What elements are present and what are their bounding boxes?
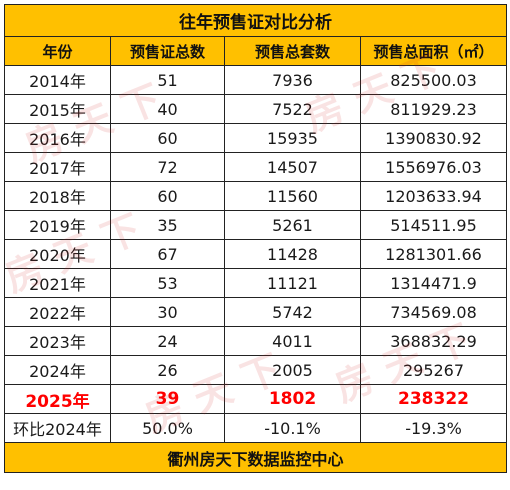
- table-row: 2023年 24 4011 368832.29: [4, 326, 507, 356]
- cell-certificate-count: 40: [110, 94, 225, 124]
- cell-year: 2021年: [4, 268, 111, 298]
- column-header-certificate-count: 预售证总数: [110, 36, 225, 66]
- cell-area: 811929.23: [360, 94, 507, 124]
- cell-unit-count: 4011: [224, 326, 361, 356]
- current-year-row: 2025年 39 1802 238322: [4, 384, 507, 414]
- cell-area-change: -19.3%: [360, 413, 507, 443]
- cell-certificate-count: 51: [110, 65, 225, 95]
- cell-unit-count: 1802: [224, 384, 361, 414]
- table-row: 2014年 51 7936 825500.03: [4, 65, 507, 95]
- table-title: 往年预售证对比分析: [4, 4, 507, 37]
- cell-area: 295267: [360, 355, 507, 385]
- cell-unit-count: 11121: [224, 268, 361, 298]
- table-row: 2024年 26 2005 295267: [4, 355, 507, 385]
- column-header-year: 年份: [4, 36, 111, 66]
- cell-certificate-count: 53: [110, 268, 225, 298]
- cell-area: 1281301.66: [360, 239, 507, 269]
- cell-year: 2014年: [4, 65, 111, 95]
- cell-year: 2025年: [4, 384, 111, 414]
- cell-area: 1314471.9: [360, 268, 507, 298]
- cell-certificate-count: 39: [110, 384, 225, 414]
- cell-year: 2022年: [4, 297, 111, 327]
- table-row: 2019年 35 5261 514511.95: [4, 210, 507, 240]
- cell-unit-count: 15935: [224, 123, 361, 153]
- cell-unit-count: 11428: [224, 239, 361, 269]
- header-row: 年份 预售证总数 预售总套数 预售总面积（㎡）: [4, 36, 507, 66]
- table-row: 2022年 30 5742 734569.08: [4, 297, 507, 327]
- cell-unit-change: -10.1%: [224, 413, 361, 443]
- footer-row: 衢州房天下数据监控中心: [4, 442, 507, 473]
- cell-unit-count: 5742: [224, 297, 361, 327]
- cell-unit-count: 2005: [224, 355, 361, 385]
- table-row: 2021年 53 11121 1314471.9: [4, 268, 507, 298]
- cell-certificate-count: 30: [110, 297, 225, 327]
- presale-comparison-table: 往年预售证对比分析 年份 预售证总数 预售总套数 预售总面积（㎡） 2014年 …: [4, 4, 507, 473]
- table-row: 2016年 60 15935 1390830.92: [4, 123, 507, 153]
- cell-compare-label: 环比2024年: [4, 413, 111, 443]
- column-header-area: 预售总面积（㎡）: [360, 36, 507, 66]
- cell-unit-count: 7936: [224, 65, 361, 95]
- table-row: 2015年 40 7522 811929.23: [4, 94, 507, 124]
- cell-certificate-count: 60: [110, 123, 225, 153]
- cell-area: 1556976.03: [360, 152, 507, 182]
- title-row: 往年预售证对比分析: [4, 4, 507, 37]
- cell-area: 514511.95: [360, 210, 507, 240]
- cell-unit-count: 14507: [224, 152, 361, 182]
- cell-year: 2016年: [4, 123, 111, 153]
- cell-certificate-change: 50.0%: [110, 413, 225, 443]
- cell-certificate-count: 24: [110, 326, 225, 356]
- table-row: 2020年 67 11428 1281301.66: [4, 239, 507, 269]
- cell-unit-count: 11560: [224, 181, 361, 211]
- cell-year: 2015年: [4, 94, 111, 124]
- cell-year: 2020年: [4, 239, 111, 269]
- cell-certificate-count: 60: [110, 181, 225, 211]
- cell-certificate-count: 26: [110, 355, 225, 385]
- cell-area: 238322: [360, 384, 507, 414]
- cell-area: 1203633.94: [360, 181, 507, 211]
- table-row: 2018年 60 11560 1203633.94: [4, 181, 507, 211]
- cell-year: 2024年: [4, 355, 111, 385]
- cell-unit-count: 7522: [224, 94, 361, 124]
- source-footer: 衢州房天下数据监控中心: [4, 442, 507, 473]
- cell-year: 2018年: [4, 181, 111, 211]
- cell-certificate-count: 35: [110, 210, 225, 240]
- table-row: 2017年 72 14507 1556976.03: [4, 152, 507, 182]
- cell-area: 368832.29: [360, 326, 507, 356]
- cell-unit-count: 5261: [224, 210, 361, 240]
- cell-year: 2019年: [4, 210, 111, 240]
- cell-year: 2023年: [4, 326, 111, 356]
- cell-certificate-count: 67: [110, 239, 225, 269]
- cell-certificate-count: 72: [110, 152, 225, 182]
- month-over-month-row: 环比2024年 50.0% -10.1% -19.3%: [4, 413, 507, 443]
- cell-area: 1390830.92: [360, 123, 507, 153]
- cell-year: 2017年: [4, 152, 111, 182]
- cell-area: 734569.08: [360, 297, 507, 327]
- column-header-unit-count: 预售总套数: [224, 36, 361, 66]
- cell-area: 825500.03: [360, 65, 507, 95]
